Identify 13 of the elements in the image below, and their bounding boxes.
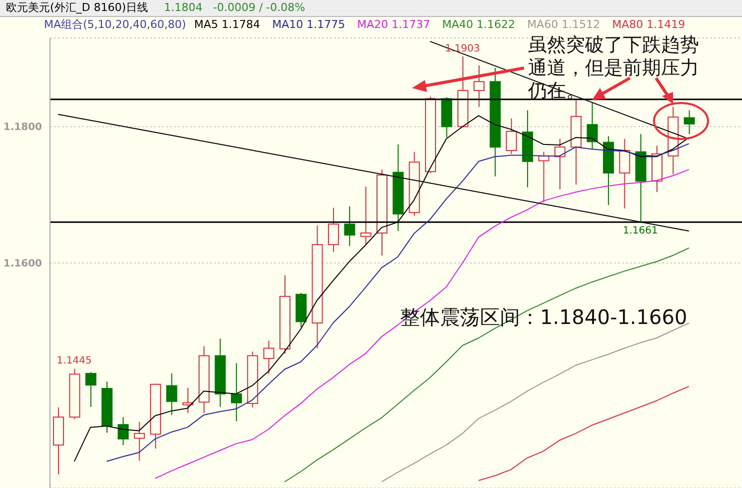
y-tick-label: 1.1800 xyxy=(3,122,42,134)
text: MA5 1.1784 xyxy=(194,18,260,31)
y-tick-label: 1.1600 xyxy=(3,258,42,270)
text: MA10 1.1775 xyxy=(272,18,346,31)
text: MA60 1.1512 xyxy=(527,18,600,31)
legend-title: MA组合(5,10,20,40,60,80) xyxy=(44,18,186,31)
text: MA80 1.1419 xyxy=(612,18,686,31)
chart-title: 欧元美元(外汇_D 8160)日线 xyxy=(6,1,148,14)
chart-subtitle: 1.1804 -0.0009 / -0.08% xyxy=(164,1,306,14)
annotation: 1.1445 xyxy=(56,356,92,367)
annotation: 1.1661 xyxy=(622,226,658,237)
text: MA40 1.1622 xyxy=(442,18,516,31)
text: MA20 1.1737 xyxy=(357,18,430,31)
